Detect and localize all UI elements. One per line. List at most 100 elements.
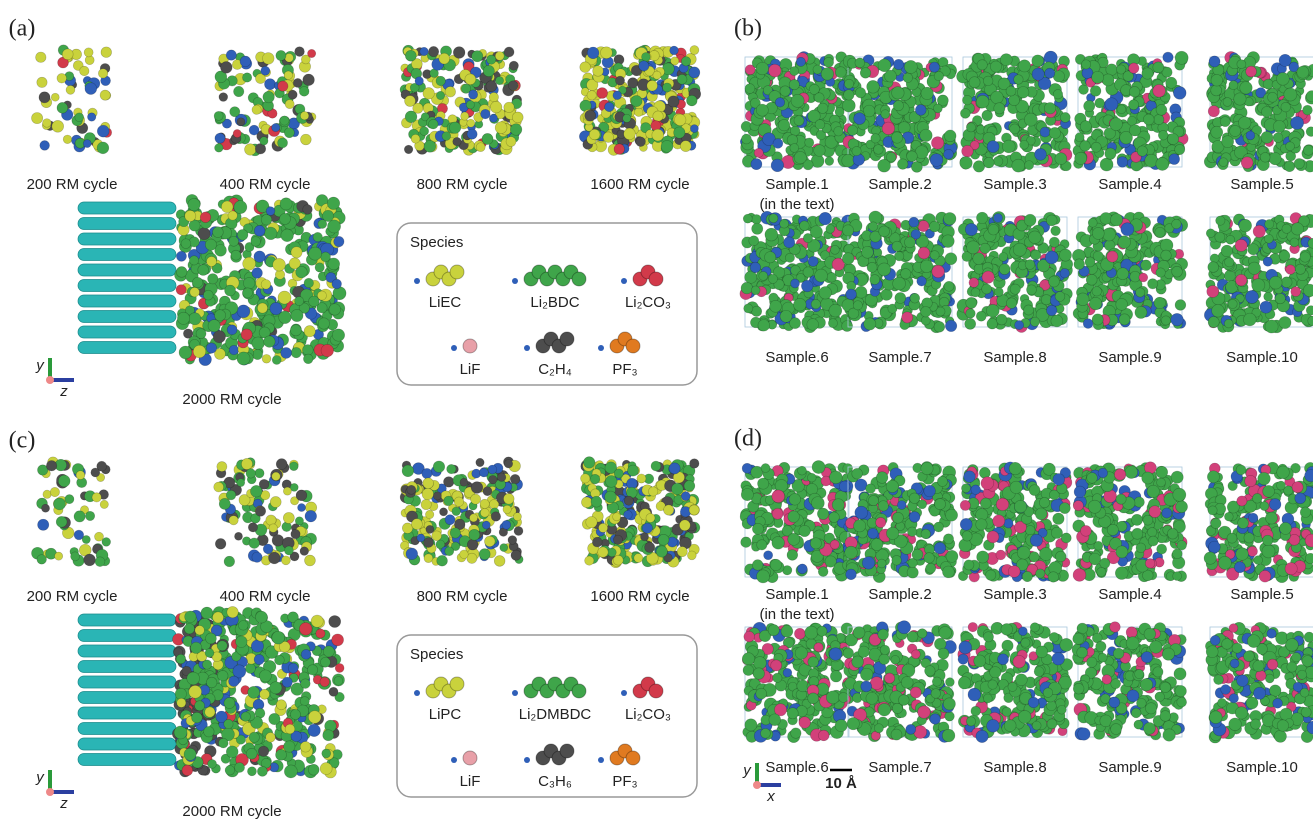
atom (1044, 102, 1057, 115)
atom (968, 277, 980, 288)
atom (641, 52, 651, 62)
atom (308, 710, 322, 724)
atom (466, 118, 476, 128)
atom (679, 140, 692, 152)
atom (205, 632, 217, 645)
atom (1116, 104, 1127, 115)
atom (268, 713, 281, 726)
atom (1214, 231, 1226, 243)
atom (1289, 237, 1300, 248)
atom (1218, 157, 1229, 167)
atom (443, 495, 454, 506)
atom (241, 458, 253, 470)
atom (322, 729, 335, 742)
atom (987, 223, 1000, 236)
atom (891, 86, 905, 100)
atom (509, 474, 521, 485)
label: Sample.1 (765, 586, 828, 603)
atom (1165, 76, 1178, 89)
atom (213, 111, 224, 121)
atom (868, 221, 879, 232)
atom (406, 484, 417, 495)
atom (475, 458, 485, 467)
atom (189, 287, 200, 298)
atom (1264, 233, 1274, 244)
label: Sample.7 (868, 349, 931, 366)
atom (466, 128, 478, 140)
atom (1261, 106, 1273, 118)
atom (828, 303, 843, 318)
atom (280, 347, 292, 359)
atom (188, 685, 202, 699)
atom (592, 65, 604, 77)
atom (1280, 276, 1293, 288)
atom (275, 458, 288, 470)
atom (1259, 300, 1273, 314)
atom (668, 462, 681, 475)
atom (880, 109, 891, 119)
label: (a) (9, 16, 36, 42)
molecule-atom (462, 750, 478, 766)
atom (1073, 258, 1085, 270)
atom (622, 113, 632, 123)
label: C₃H₆ (538, 773, 572, 790)
li-ion (524, 757, 530, 763)
atom (604, 101, 615, 112)
atom (247, 522, 258, 533)
slab-row (77, 644, 177, 658)
atom (224, 765, 235, 776)
atom (1278, 316, 1292, 329)
atom (863, 317, 877, 331)
atom (55, 516, 68, 528)
atom (1207, 105, 1220, 118)
atom (502, 504, 512, 514)
atom (411, 518, 423, 530)
atom (274, 654, 285, 666)
atom (770, 158, 785, 173)
atom (817, 566, 829, 577)
atom (831, 498, 845, 512)
atom (221, 118, 232, 129)
atom (851, 146, 862, 157)
atom (1290, 222, 1304, 236)
atom (240, 711, 251, 722)
atom (961, 145, 974, 158)
atom (1054, 291, 1066, 302)
atom (213, 481, 224, 493)
atom (46, 460, 58, 472)
atom (981, 109, 993, 122)
atom (284, 127, 295, 139)
atom (203, 289, 214, 301)
atom (648, 486, 659, 497)
atom (253, 654, 265, 665)
atom (307, 763, 320, 776)
atom (1240, 156, 1254, 169)
atom (1013, 74, 1024, 85)
atom (1160, 249, 1172, 261)
atom (892, 276, 906, 291)
atom (414, 76, 424, 86)
atom (651, 128, 665, 142)
atom (277, 80, 289, 92)
atom (613, 468, 624, 479)
atom (175, 266, 188, 278)
atom (319, 676, 330, 687)
atom (612, 512, 621, 522)
slab-row (77, 737, 177, 751)
atom (764, 251, 777, 264)
atom (221, 200, 234, 213)
atom (488, 92, 499, 103)
atom (275, 50, 287, 61)
atom (297, 503, 306, 512)
atom (216, 461, 228, 472)
atom (449, 527, 461, 539)
atom (935, 306, 946, 317)
atom (903, 60, 918, 74)
atom (177, 311, 190, 325)
atom (284, 723, 296, 735)
atom (752, 559, 764, 571)
atom (1234, 239, 1248, 252)
atom (83, 47, 94, 58)
molecule-atom (625, 338, 641, 354)
label: LiPC (429, 706, 462, 723)
